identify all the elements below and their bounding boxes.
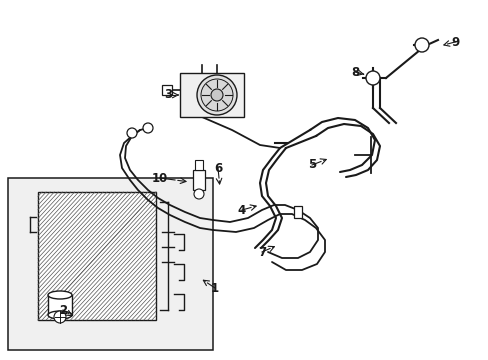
Text: 2: 2 [59, 303, 67, 316]
Text: 5: 5 [307, 158, 315, 171]
Circle shape [197, 75, 237, 115]
Circle shape [414, 38, 428, 52]
Text: 6: 6 [213, 162, 222, 175]
Bar [293, 206, 302, 218]
Circle shape [194, 189, 203, 199]
Circle shape [210, 89, 223, 101]
Text: 9: 9 [450, 36, 458, 49]
Text: 7: 7 [257, 246, 265, 258]
Bar [162, 85, 172, 95]
Bar [48, 295, 72, 315]
Circle shape [201, 79, 232, 111]
Circle shape [142, 123, 153, 133]
Ellipse shape [48, 311, 72, 319]
Bar [195, 160, 203, 170]
Bar [38, 192, 156, 320]
Text: 3: 3 [163, 89, 172, 102]
Text: 8: 8 [350, 66, 358, 78]
Circle shape [54, 311, 66, 323]
Bar [8, 178, 213, 350]
Bar [193, 170, 204, 190]
Text: 1: 1 [210, 282, 219, 294]
Text: 4: 4 [237, 203, 245, 216]
Circle shape [365, 71, 379, 85]
Circle shape [127, 128, 137, 138]
Bar [180, 73, 244, 117]
Text: 10: 10 [152, 171, 168, 184]
Ellipse shape [48, 291, 72, 299]
